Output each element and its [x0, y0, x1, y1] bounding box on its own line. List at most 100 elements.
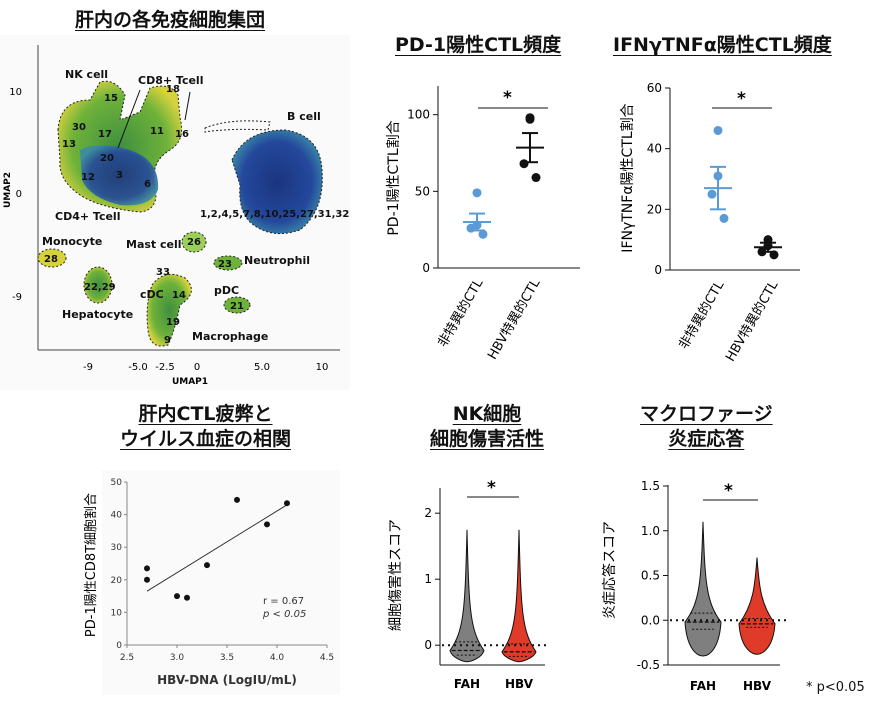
cd4-cluster-core — [80, 145, 159, 206]
label-mast-cell: Mast cell — [126, 238, 182, 251]
pd1-xtick-nonspecific: 非特異的CTL — [434, 275, 486, 350]
neutrophil-cluster — [213, 255, 243, 271]
cluster-number: 21 — [230, 301, 244, 312]
corr-ylabel: PD-1陽性CD8T細胞割合 — [83, 493, 99, 637]
umap-xtick: 5.0 — [254, 362, 270, 373]
nk-ytick-label: 2 — [424, 506, 432, 520]
cluster-number: 14 — [172, 290, 186, 301]
corr-data-point — [184, 594, 190, 601]
ifn-xtick-hbv: HBV特異的CTL — [722, 277, 781, 364]
ifn-ylabel: IFNγTNFα陽性CTL割合 — [619, 103, 636, 252]
pd1-panel: PD-1陽性CTL割合 * 非特異的CTL HBV特異的CTL 0 50 100 — [385, 86, 580, 362]
corr-ytick-label: 10 — [111, 608, 123, 618]
mac-ylabel: 炎症応答スコア — [601, 521, 618, 619]
ifn-data-point — [707, 189, 717, 199]
cluster-number: 17 — [98, 129, 112, 140]
footnote: * p<0.05 — [806, 680, 865, 695]
ifn-ytick-label: 60 — [647, 81, 662, 95]
label-cd4-tcell: CD4+ Tcell — [55, 210, 120, 223]
mac-xtick-hbv: HBV — [743, 679, 772, 693]
corr-xtick-label: 4.5 — [320, 653, 334, 663]
corr-data-point — [204, 562, 210, 569]
ifn-data-point — [713, 125, 723, 135]
cluster-number: 12 — [81, 172, 95, 183]
corr-data-point — [174, 593, 180, 600]
label-hepatocyte: Hepatocyte — [62, 308, 133, 321]
cluster-number: 33 — [156, 267, 170, 278]
nk-violin — [501, 529, 537, 663]
hepatocyte-cluster — [83, 266, 113, 304]
pd1-data-point — [478, 229, 488, 239]
ifn-data-point — [719, 213, 729, 223]
mac-xtick-fah: FAH — [690, 679, 716, 693]
label-cd8-tcell: CD8+ Tcell — [138, 74, 203, 87]
cluster-number: 11 — [150, 126, 164, 137]
umap-title: 肝内の各免疫細胞集団 — [75, 9, 266, 31]
umap-xlabel: UMAP1 — [172, 377, 208, 387]
corr-ytick-label: 20 — [111, 576, 123, 586]
umap-xtick: 0 — [194, 362, 200, 373]
cluster-number: 28 — [44, 254, 58, 265]
corr-xtick-label: 3.0 — [170, 653, 185, 663]
label-cdc: cDC — [140, 288, 164, 301]
nk-ytick-label: 1 — [424, 572, 432, 586]
pd1-ytick-label: 100 — [407, 108, 430, 122]
mac-panel: 炎症応答スコア * FAH HBV -0.5 0.0 0.5 1.0 1.5 — [601, 479, 790, 693]
cluster-number: 3 — [116, 170, 123, 181]
nk-panel: 細胞傷害性スコア * FAH HBV 0 1 2 — [388, 478, 548, 691]
cluster-number: 30 — [72, 122, 86, 133]
mac-title-line2: 炎症応答 — [668, 428, 745, 450]
corr-ytick-label: 30 — [111, 543, 123, 553]
ifn-panel: IFNγTNFα陽性CTL割合 * 非特異的CTL HBV特異的CTL 0 20 4… — [619, 81, 800, 364]
corr-ytick-label: 0 — [116, 641, 122, 651]
ifn-ytick-label: 0 — [654, 263, 662, 277]
umap-xtick: -5.0 — [128, 362, 148, 373]
corr-title: 肝内CTL疲弊と ウイルス血症の相関 — [120, 402, 291, 452]
cluster-number: 18 — [166, 84, 180, 95]
corr-xtick-label: 2.5 — [120, 653, 134, 663]
cluster-number: 1,2,4,5,7,8,10,25,27,31,32 — [200, 209, 349, 220]
umap-xtick: 10 — [316, 362, 329, 373]
corr-data-point — [144, 565, 150, 572]
bcell-cluster-region — [231, 129, 323, 235]
label-b-cell: B cell — [287, 110, 321, 123]
pd1-sig-star: * — [503, 88, 512, 108]
mac-title-line1: マクロファージ — [640, 403, 773, 425]
cluster-number: 16 — [175, 129, 189, 140]
nk-sig-star: * — [487, 478, 496, 498]
mac-ytick-label: 1.5 — [641, 479, 660, 493]
cluster-number: 20 — [100, 153, 114, 164]
corr-background — [102, 470, 340, 695]
corr-fit-line — [146, 504, 288, 592]
mac-violin — [684, 521, 722, 657]
monocyte-cluster — [37, 248, 67, 268]
corr-xtick-label: 4.0 — [270, 653, 285, 663]
label-pdc: pDC — [214, 284, 239, 297]
cluster-number: 22,29 — [84, 282, 116, 293]
ifn-xtick-nonspecific: 非特異的CTL — [675, 277, 727, 352]
pd1-data-point — [525, 114, 535, 124]
corr-data-point — [144, 576, 150, 583]
pd1-ylabel: PD-1陽性CTL割合 — [385, 120, 402, 235]
corr-ytick-label: 50 — [111, 478, 123, 488]
umap-ytick: 0 — [16, 189, 22, 200]
cd8-pointer-line — [184, 91, 191, 121]
mac-ytick-label: 0.5 — [641, 569, 660, 583]
corr-stat-p: p < 0.05 — [262, 609, 306, 620]
pd1-ytick-label: 50 — [415, 184, 430, 198]
label-monocyte: Monocyte — [42, 235, 102, 248]
umap-xtick: -2.5 — [155, 362, 175, 373]
cluster-number: 15 — [104, 93, 118, 104]
corr-ytick-label: 40 — [111, 511, 123, 521]
label-nk-cell: NK cell — [65, 68, 108, 81]
umap-ytick: -9 — [12, 292, 22, 303]
mac-violin — [738, 557, 776, 655]
label-neutrophil: Neutrophil — [244, 254, 310, 267]
corr-panel: PD-1陽性CD8T細胞割合 HBV-DNA (LogIU/mL) r = 0.… — [83, 470, 340, 695]
nk-title-line1: NK細胞 — [452, 403, 522, 425]
mac-title: マクロファージ 炎症応答 — [640, 402, 773, 452]
umap-ytick: 10 — [9, 87, 22, 98]
mast-cell-cluster — [181, 231, 207, 253]
nk-title-line2: 細胞傷害活性 — [430, 428, 545, 450]
